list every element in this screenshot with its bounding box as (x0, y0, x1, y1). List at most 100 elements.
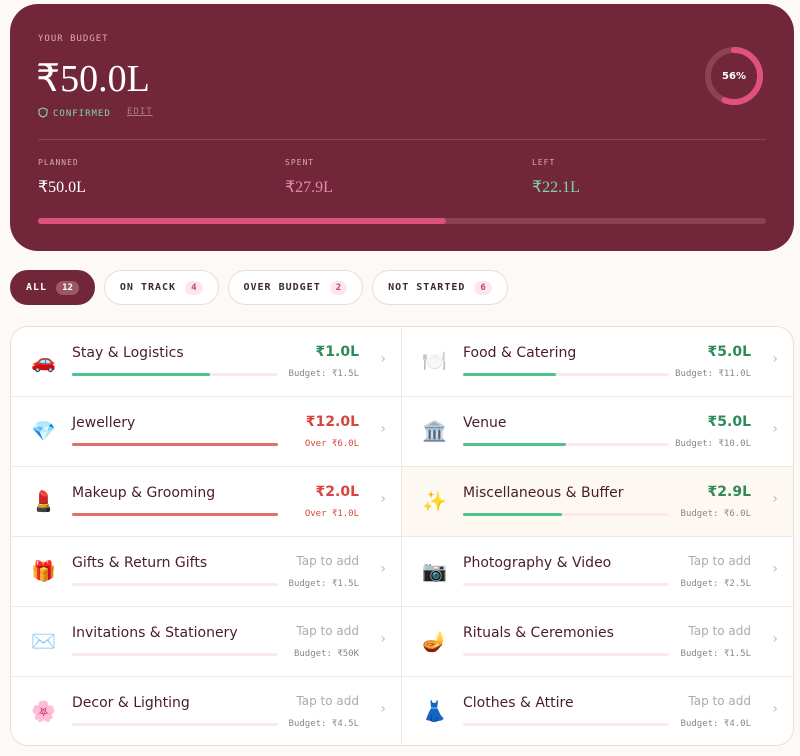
progress-track (463, 373, 669, 376)
category-icon: 🏛️ (422, 419, 447, 443)
category-note: Budget: ₹1.5L (288, 579, 359, 589)
filter-tab[interactable]: OVER BUDGET 2 (227, 270, 364, 305)
category-amount: Tap to add (296, 624, 359, 638)
category-icon: 👗 (422, 699, 447, 723)
category-amount: Tap to add (688, 554, 751, 568)
category-name: Jewellery (72, 415, 136, 431)
category-name: Stay & Logistics (72, 345, 184, 361)
filter-count: 2 (329, 280, 348, 295)
category-note: Budget: ₹1.5L (680, 649, 751, 659)
filter-tabs: ALL 12 ON TRACK 4 OVER BUDGET 2 NOT STARTED 6 (10, 270, 508, 305)
status-text: CONFIRMED (53, 109, 111, 119)
category-icon: 🪔 (422, 629, 447, 653)
category-amount: Tap to add (296, 694, 359, 708)
category-amount: ₹12.0L (305, 414, 359, 430)
chevron: › (772, 491, 778, 507)
progress-track (463, 443, 669, 446)
category-card[interactable]: 🏛️ Venue ₹5.0L Budget: ₹10.0L › (402, 397, 793, 467)
progress-track (72, 373, 278, 376)
filter-tab[interactable]: ON TRACK 4 (103, 270, 219, 305)
category-card[interactable]: 🌸 Decor & Lighting Tap to add Budget: ₹4.5L… (11, 677, 402, 745)
category-icon: 🚗 (31, 349, 56, 373)
progress-fill (72, 513, 278, 516)
category-name: Miscellaneous & Buffer (463, 485, 624, 501)
category-name: Gifts & Return Gifts (72, 555, 208, 571)
progress-fill (72, 373, 211, 376)
progress-track (463, 653, 669, 656)
category-icon: 💄 (31, 489, 56, 513)
category-card[interactable]: 🚗 Stay & Logistics ₹1.0L Budget: ₹1.5L › (11, 327, 402, 397)
category-icon: 📷 (422, 559, 447, 583)
stat-label: LEFT (532, 158, 556, 167)
category-card[interactable]: 👗 Clothes & Attire Tap to add Budget: ₹4.0L… (402, 677, 793, 745)
category-grid: 🚗 Stay & Logistics ₹1.0L Budget: ₹1.5L › 🍽️ Fo… (10, 326, 794, 746)
category-name: Decor & Lighting (72, 695, 190, 711)
category-icon: 🎁 (31, 559, 56, 583)
progress-fill (72, 443, 278, 446)
progress-fill (463, 373, 556, 376)
category-amount: Tap to add (688, 624, 751, 638)
category-note: Budget: ₹4.5L (288, 719, 359, 729)
filter-count: 12 (56, 280, 79, 295)
category-name: Invitations & Stationery (72, 625, 238, 641)
category-amount: Tap to add (688, 694, 751, 708)
budget-header: YOUR BUDGET ₹50.0L CONFIRMED EDIT 56% PL… (10, 4, 794, 251)
progress-track (72, 723, 278, 726)
filter-label: OVER BUDGET (243, 282, 321, 293)
shield-icon (38, 107, 48, 118)
category-note: Budget: ₹10.0L (675, 439, 751, 449)
filter-label: ON TRACK (119, 282, 177, 293)
edit-link[interactable]: EDIT (127, 107, 153, 117)
divider (38, 139, 766, 140)
category-card[interactable]: 🍽️ Food & Catering ₹5.0L Budget: ₹11.0L › (402, 327, 793, 397)
category-card[interactable]: ✉️ Invitations & Stationery Tap to add Budg… (11, 607, 402, 677)
stat: LEFT ₹22.1L (532, 158, 580, 197)
budget-amount: ₹50.0L (36, 58, 150, 100)
chevron: › (380, 351, 386, 367)
stat: PLANNED ₹50.0L (38, 158, 86, 197)
category-card[interactable]: 💄 Makeup & Grooming ₹2.0L Over ₹1.0L › (11, 467, 402, 537)
category-name: Venue (463, 415, 507, 431)
category-icon: ✨ (422, 489, 447, 513)
chevron: › (380, 421, 386, 437)
progress-fill (38, 218, 446, 224)
progress-track (72, 653, 278, 656)
category-name: Clothes & Attire (463, 695, 574, 711)
filter-label: NOT STARTED (388, 282, 466, 293)
category-amount: ₹1.0L (315, 344, 359, 360)
chevron: › (772, 631, 778, 647)
category-card[interactable]: 💎 Jewellery ₹12.0L Over ₹6.0L › (11, 397, 402, 467)
category-note: Budget: ₹4.0L (680, 719, 751, 729)
category-name: Food & Catering (463, 345, 577, 361)
progress-track (72, 583, 278, 586)
category-note: Budget: ₹1.5L (288, 369, 359, 379)
progress-track (463, 723, 669, 726)
category-note: Budget: ₹6.0L (680, 509, 751, 519)
category-card[interactable]: 🪔 Rituals & Ceremonies Tap to add Budget: ₹… (402, 607, 793, 677)
category-name: Makeup & Grooming (72, 485, 216, 501)
category-card[interactable]: ✨ Miscellaneous & Buffer ₹2.9L Budget: ₹6.0… (402, 467, 793, 537)
chevron: › (380, 701, 386, 717)
category-note: Budget: ₹2.5L (680, 579, 751, 589)
category-name: Photography & Video (463, 555, 612, 571)
filter-tab[interactable]: ALL 12 (10, 270, 95, 305)
progress-track (463, 513, 669, 516)
stat-value: ₹22.1L (532, 179, 580, 196)
stat-label: PLANNED (38, 158, 79, 167)
progress-track (463, 583, 669, 586)
category-note: Over ₹6.0L (304, 439, 359, 449)
category-icon: 💎 (31, 419, 56, 443)
category-amount: ₹5.0L (707, 344, 751, 360)
chevron: › (380, 491, 386, 507)
filter-tab[interactable]: NOT STARTED 6 (372, 270, 508, 305)
category-name: Rituals & Ceremonies (463, 625, 614, 641)
stat-value: ₹50.0L (38, 179, 86, 196)
category-card[interactable]: 🎁 Gifts & Return Gifts Tap to add Budget: ₹… (11, 537, 402, 607)
budget-label: YOUR BUDGET (38, 34, 109, 44)
category-card[interactable]: 📷 Photography & Video Tap to add Budget: ₹2… (402, 537, 793, 607)
chevron: › (772, 561, 778, 577)
progress-track (72, 443, 278, 446)
filter-label: ALL (26, 282, 48, 293)
progress-fill (463, 443, 566, 446)
